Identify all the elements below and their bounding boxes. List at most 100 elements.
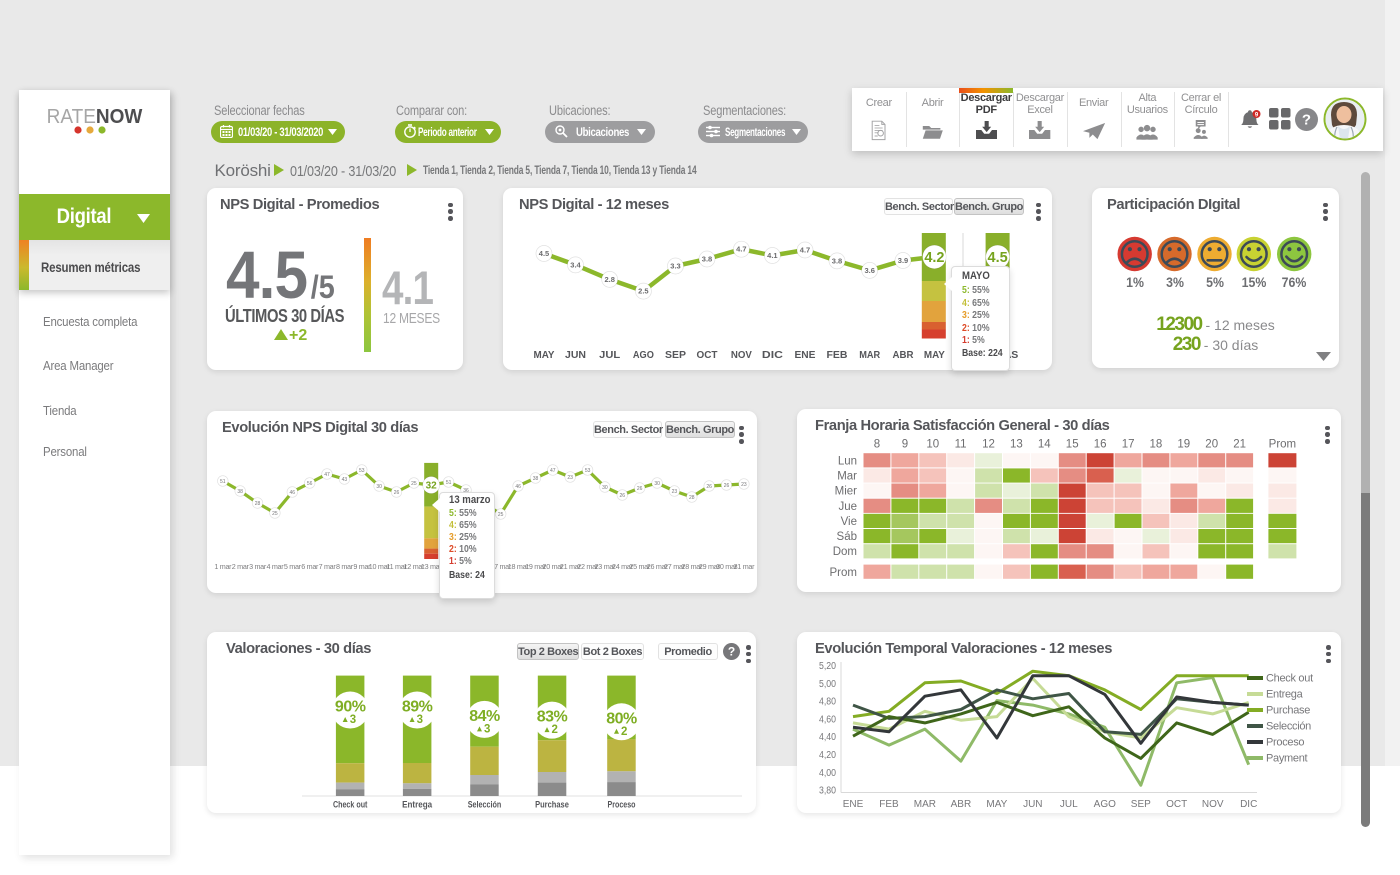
svg-text:3.4: 3.4 [570, 260, 581, 269]
svg-text:3.8: 3.8 [832, 256, 842, 265]
svg-text:18 mar: 18 mar [508, 562, 529, 571]
svg-text:30: 30 [376, 484, 382, 490]
svg-text:23: 23 [672, 489, 678, 495]
svg-text:NOV: NOV [731, 349, 752, 361]
svg-text:4,80: 4,80 [819, 697, 836, 708]
svg-text:11: 11 [955, 439, 967, 451]
svg-text:JUL: JUL [599, 349, 621, 361]
svg-text:4.7: 4.7 [736, 245, 746, 254]
svg-text:83%: 83% [537, 709, 568, 726]
svg-text:51: 51 [446, 480, 452, 486]
svg-text:4.5: 4.5 [539, 249, 549, 258]
svg-text:Purchase: Purchase [535, 800, 569, 811]
svg-text:36: 36 [463, 488, 469, 494]
svg-text:29 mar: 29 mar [699, 562, 720, 571]
svg-text:Sáb: Sáb [837, 531, 857, 543]
svg-text:Proceso: Proceso [608, 800, 636, 811]
svg-text:22 mar: 22 mar [577, 562, 598, 571]
svg-text:47: 47 [324, 472, 330, 478]
svg-text:3.9: 3.9 [898, 256, 908, 265]
svg-text:?: ? [728, 645, 735, 659]
svg-text:Mier: Mier [835, 486, 858, 498]
svg-text:3.8: 3.8 [702, 255, 712, 264]
svg-text:16: 16 [1094, 439, 1107, 451]
svg-text:46: 46 [515, 484, 521, 490]
svg-text:Check out: Check out [1266, 673, 1313, 685]
svg-text:80%: 80% [606, 710, 637, 727]
svg-text:10: 10 [926, 439, 939, 451]
svg-text:19 mar: 19 mar [525, 562, 546, 571]
svg-text:84%: 84% [469, 708, 500, 725]
svg-text:5 mar: 5 mar [284, 562, 302, 571]
svg-text:13 mar: 13 mar [421, 562, 442, 571]
svg-text:4,20: 4,20 [819, 750, 836, 761]
svg-text:Selección: Selección [1266, 721, 1311, 733]
svg-text:Purchase: Purchase [1266, 705, 1310, 717]
svg-text:26: 26 [637, 486, 643, 492]
svg-text:?: ? [1302, 112, 1311, 129]
svg-text:OCT: OCT [1166, 799, 1187, 810]
svg-text:Mar: Mar [837, 470, 857, 482]
svg-text:21: 21 [1233, 439, 1246, 451]
svg-text:2.5: 2.5 [638, 287, 648, 296]
svg-text:26: 26 [394, 490, 400, 496]
svg-text:2.8: 2.8 [604, 275, 614, 284]
svg-text:9: 9 [902, 439, 908, 451]
svg-text:25: 25 [272, 511, 278, 517]
svg-text:Dom: Dom [833, 546, 857, 558]
svg-text:DIC: DIC [1240, 799, 1257, 810]
svg-text:10 mar: 10 mar [369, 562, 390, 571]
svg-text:4.2: 4.2 [924, 250, 944, 266]
svg-text:20: 20 [1205, 439, 1218, 451]
svg-text:19: 19 [1177, 439, 1190, 451]
svg-text:6 mar: 6 mar [301, 562, 319, 571]
svg-text:ENE: ENE [795, 349, 816, 361]
svg-text:24 mar: 24 mar [612, 562, 633, 571]
svg-text:89%: 89% [402, 699, 433, 716]
svg-text:25: 25 [411, 481, 417, 487]
svg-text:30: 30 [654, 481, 660, 487]
svg-text:26: 26 [724, 483, 730, 489]
svg-text:9 mar: 9 mar [353, 562, 371, 571]
svg-text:SEP: SEP [1131, 799, 1151, 810]
svg-text:Prom: Prom [830, 567, 857, 579]
svg-text:17: 17 [1122, 439, 1135, 451]
svg-text:90%: 90% [335, 699, 366, 716]
svg-text:26 mar: 26 mar [647, 562, 668, 571]
svg-text:4.5: 4.5 [988, 250, 1008, 266]
svg-text:43: 43 [342, 477, 348, 483]
svg-text:4,60: 4,60 [819, 714, 836, 725]
svg-text:53: 53 [585, 468, 591, 474]
svg-text:4,00: 4,00 [819, 768, 836, 779]
svg-text:3.6: 3.6 [864, 266, 874, 275]
svg-text:4,40: 4,40 [819, 732, 836, 743]
svg-text:12: 12 [982, 439, 995, 451]
svg-text:25: 25 [498, 512, 504, 518]
svg-text:26: 26 [620, 493, 626, 499]
svg-text:46: 46 [290, 490, 296, 496]
svg-text:26: 26 [706, 484, 712, 490]
svg-text:Entrega: Entrega [1266, 689, 1304, 701]
svg-text:30: 30 [602, 485, 608, 491]
svg-text:12 mar: 12 mar [404, 562, 425, 571]
svg-text:MAR: MAR [914, 799, 936, 810]
svg-text:31 mar: 31 mar [734, 562, 755, 571]
svg-text:23 mar: 23 mar [595, 562, 616, 571]
svg-text:3.3: 3.3 [670, 262, 680, 271]
svg-text:2: 2 [552, 724, 558, 736]
svg-text:13: 13 [1010, 439, 1023, 451]
svg-text:Vie: Vie [841, 516, 857, 528]
svg-text:NOV: NOV [1202, 799, 1224, 810]
svg-text:JUL: JUL [1060, 799, 1078, 810]
svg-text:47: 47 [550, 468, 556, 474]
svg-text:32: 32 [426, 481, 438, 492]
svg-text:56: 56 [307, 481, 313, 487]
svg-text:3,80: 3,80 [819, 786, 836, 797]
svg-text:8: 8 [874, 439, 880, 451]
svg-text:AGO: AGO [1094, 799, 1116, 810]
svg-text:28: 28 [255, 501, 261, 507]
svg-text:4.1: 4.1 [767, 251, 777, 260]
svg-text:3: 3 [350, 714, 356, 726]
svg-text:ABR: ABR [893, 349, 914, 361]
svg-text:11 mar: 11 mar [386, 562, 407, 571]
